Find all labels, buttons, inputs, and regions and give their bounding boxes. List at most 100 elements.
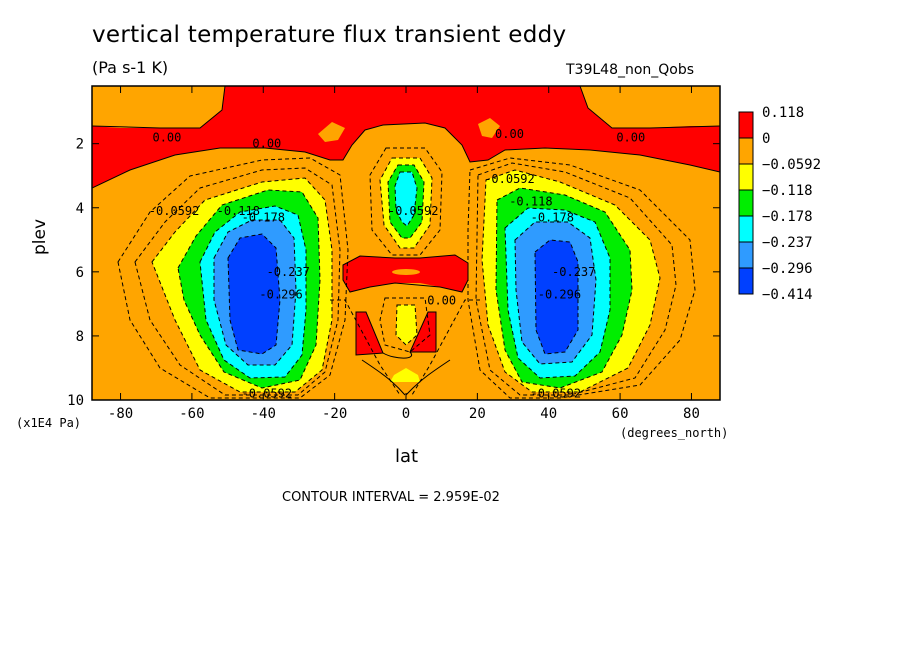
fill-orange-notch-right <box>580 86 720 128</box>
dashed-left-6 <box>213 219 297 366</box>
fill-orange-notch-left <box>92 86 225 128</box>
contour-label: -0.118 <box>509 194 552 208</box>
zero-contour-lower-right <box>409 311 437 353</box>
x-tick-label: 60 <box>612 406 629 422</box>
contour-label: -0.178 <box>531 210 574 224</box>
dashed-right-3 <box>481 169 661 393</box>
dashed-right-7 <box>534 239 579 355</box>
contour-label: -0.178 <box>242 210 285 224</box>
dashed-left-5 <box>199 205 307 379</box>
fill-orange-middle-hole <box>392 269 420 275</box>
dashed-equator-2 <box>379 297 431 353</box>
x-tick-label: -80 <box>108 406 133 422</box>
colorbar-swatch <box>738 163 754 191</box>
colorbar-label: −0.0592 <box>762 157 821 173</box>
chart-title: vertical temperature flux transient eddy <box>92 22 567 48</box>
contour-label: -0.0592 <box>242 387 293 401</box>
colorbar-swatch <box>738 215 754 243</box>
dashed-left-7 <box>227 233 281 355</box>
x-axis-label: lat <box>395 446 419 467</box>
colorbar-swatch <box>738 111 754 139</box>
x-tick-label: 20 <box>469 406 486 422</box>
dashed-center-3 <box>387 164 425 239</box>
fill-red-lower-left <box>356 312 383 355</box>
dashed-right-6 <box>514 221 597 365</box>
colorbar-label: 0.118 <box>762 105 804 121</box>
run-label: T39L48_non_Qobs <box>566 62 695 78</box>
zero-contour-upper <box>92 122 720 189</box>
dashed-right-5 <box>504 207 611 379</box>
x-tick-label: -40 <box>251 406 276 422</box>
colorbar-swatch <box>738 189 754 217</box>
colorbar-label: −0.178 <box>762 209 813 225</box>
contour-labels: 0.00 0.000.00 0.000.00-0.0592 -0.118-0.178-… <box>149 127 645 401</box>
contour-fills <box>92 86 720 400</box>
axes: -80 -60 -40 -20 0 20 40 60 80 2 4 6 8 10 <box>67 86 720 422</box>
contour-interval: CONTOUR INTERVAL = 2.959E-02 <box>282 490 500 505</box>
dashed-left-4 <box>177 189 321 389</box>
dashed-right-1 <box>467 157 696 399</box>
x-tick-label: -60 <box>179 406 204 422</box>
fill-blue-dark-right <box>535 240 578 354</box>
dashed-left-1 <box>117 157 349 399</box>
zero-contour-equator-arcs <box>361 351 451 396</box>
x-tick-label: 80 <box>683 406 700 422</box>
contour-label: -0.0592 <box>388 204 439 218</box>
fill-red-upper <box>92 86 720 188</box>
contour-label: 0.00 <box>495 127 524 141</box>
contour-label: -0.237 <box>267 265 310 279</box>
dashed-equator-3 <box>330 299 480 396</box>
dashed-left-3 <box>151 177 333 393</box>
contour-label: -0.0592 <box>484 172 535 186</box>
contour-label: 0.00 <box>427 294 456 308</box>
dashed-right-2 <box>475 162 677 396</box>
dashed-left-2 <box>134 167 341 396</box>
zero-contour-top-right <box>579 86 720 129</box>
fill-blue-dark-left <box>228 234 280 354</box>
y-tick-label: 4 <box>76 201 84 217</box>
y-axis-units: (x1E4 Pa) <box>16 416 82 430</box>
fill-red-lower-right <box>410 312 436 352</box>
dashed-right-4 <box>495 187 633 389</box>
colorbar-swatch <box>738 137 754 165</box>
y-tick-label: 6 <box>76 265 84 281</box>
colorbar: 0.118 0 −0.0592 −0.118 −0.178 −0.237 −0.296 −0.… <box>738 105 821 303</box>
fill-cyan-center <box>395 172 417 226</box>
x-tick-label: -20 <box>322 406 347 422</box>
fill-orange-notch-center-left <box>318 122 345 142</box>
contour-lines <box>92 86 720 396</box>
contour-label: -0.296 <box>259 287 302 301</box>
zero-contour-middle <box>342 254 469 293</box>
colorbar-label: −0.237 <box>762 235 813 251</box>
negative-contours <box>117 147 696 399</box>
colorbar-label: −0.296 <box>762 261 813 277</box>
dashed-center-2 <box>379 157 433 249</box>
dashed-equator-1 <box>395 304 418 346</box>
y-tick-label: 2 <box>76 137 84 153</box>
x-tick-label: 40 <box>540 406 557 422</box>
dashed-center-4 <box>394 171 418 227</box>
x-tick-label: 0 <box>402 406 410 422</box>
colorbar-swatch <box>738 267 754 295</box>
colorbar-swatch <box>738 241 754 269</box>
fill-yellow-equator-mid <box>396 305 417 345</box>
zero-contour-top-left <box>92 86 226 129</box>
colorbar-label: −0.118 <box>762 183 813 199</box>
fill-yellow-equator-bottom <box>390 368 420 382</box>
y-tick-label: 8 <box>76 329 84 345</box>
y-tick-label: 10 <box>67 393 84 409</box>
contour-label: -0.118 <box>217 204 260 218</box>
units-label: (Pa s-1 K) <box>92 58 169 77</box>
contour-label: 0.00 <box>616 130 645 144</box>
x-axis-units: (degrees_north) <box>620 426 729 440</box>
colorbar-label: −0.414 <box>762 287 813 303</box>
colorbar-label: 0 <box>762 131 770 147</box>
contour-label: -0.237 <box>552 265 595 279</box>
fill-orange-notch-center-right <box>478 118 500 138</box>
contour-label: -0.296 <box>538 287 581 301</box>
contour-label: 0.00 <box>152 130 181 144</box>
contour-label: -0.0592 <box>149 204 200 218</box>
contour-label: 0.00 <box>252 137 281 151</box>
contour-label: -0.0592 <box>531 387 582 401</box>
